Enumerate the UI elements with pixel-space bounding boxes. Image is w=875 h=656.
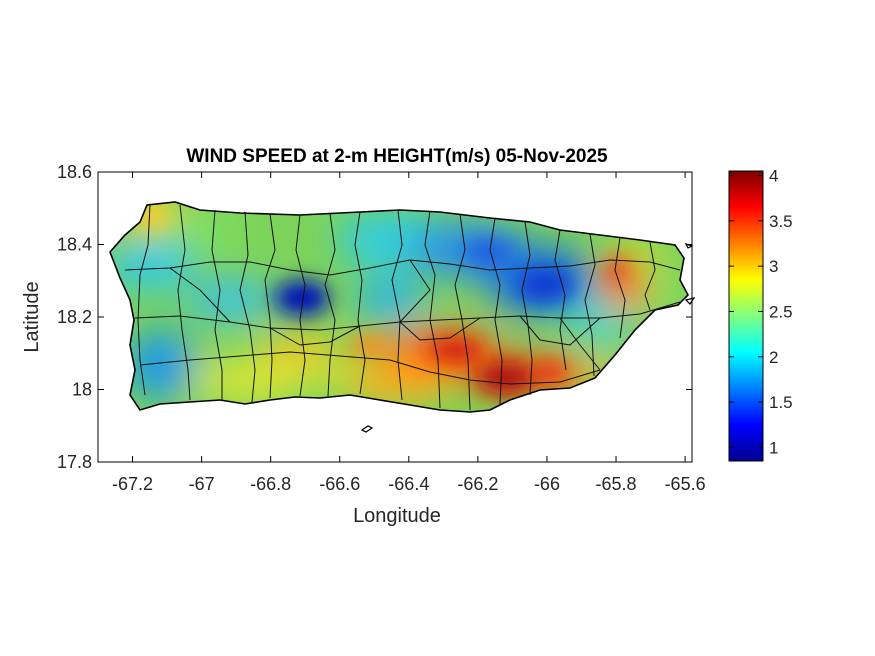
colorbar-ticks: 4 3.5 3 2.5 2 1.5 1 bbox=[729, 167, 793, 457]
x-axis-label: Longitude bbox=[353, 505, 441, 527]
chart-title: WIND SPEED at 2-m HEIGHT(m/s) 05-Nov-202… bbox=[186, 146, 608, 167]
colorbar-tick-label: 1 bbox=[769, 438, 778, 457]
y-tick-label: 17.8 bbox=[57, 452, 92, 472]
colorbar-tick-label: 4 bbox=[769, 167, 778, 186]
colorbar-tick-label: 2.5 bbox=[769, 302, 793, 321]
x-tick-label: -66.8 bbox=[250, 474, 291, 494]
x-tick-label: -67 bbox=[189, 474, 215, 494]
y-tick-label: 18.6 bbox=[57, 162, 92, 182]
y-axis: 18.6 18.4 18.2 18 17.8 bbox=[57, 162, 692, 472]
municipality-boundaries bbox=[124, 204, 681, 411]
y-axis-label: Latitude bbox=[21, 281, 43, 352]
wind-speed-field bbox=[110, 202, 688, 412]
x-tick-label: -65.8 bbox=[596, 474, 637, 494]
x-tick-label: -65.6 bbox=[665, 474, 706, 494]
x-tick-label: -66 bbox=[534, 474, 560, 494]
x-tick-label: -66.4 bbox=[388, 474, 429, 494]
y-tick-label: 18.2 bbox=[57, 307, 92, 327]
colorbar-tick-label: 2 bbox=[769, 348, 778, 367]
y-tick-label: 18 bbox=[72, 380, 92, 400]
y-tick-label: 18.4 bbox=[57, 235, 92, 255]
x-tick-label: -67.2 bbox=[112, 474, 153, 494]
x-axis: -67.2 -67 -66.8 -66.6 -66.4 -66.2 -66 -65.8 -65.… bbox=[112, 172, 706, 494]
colorbar bbox=[728, 170, 764, 462]
x-tick-label: -66.2 bbox=[457, 474, 498, 494]
colorbar-tick-label: 3 bbox=[769, 257, 778, 276]
colorbar-tick-label: 3.5 bbox=[769, 212, 793, 231]
x-tick-label: -66.6 bbox=[319, 474, 360, 494]
colorbar-tick-label: 1.5 bbox=[769, 393, 793, 412]
